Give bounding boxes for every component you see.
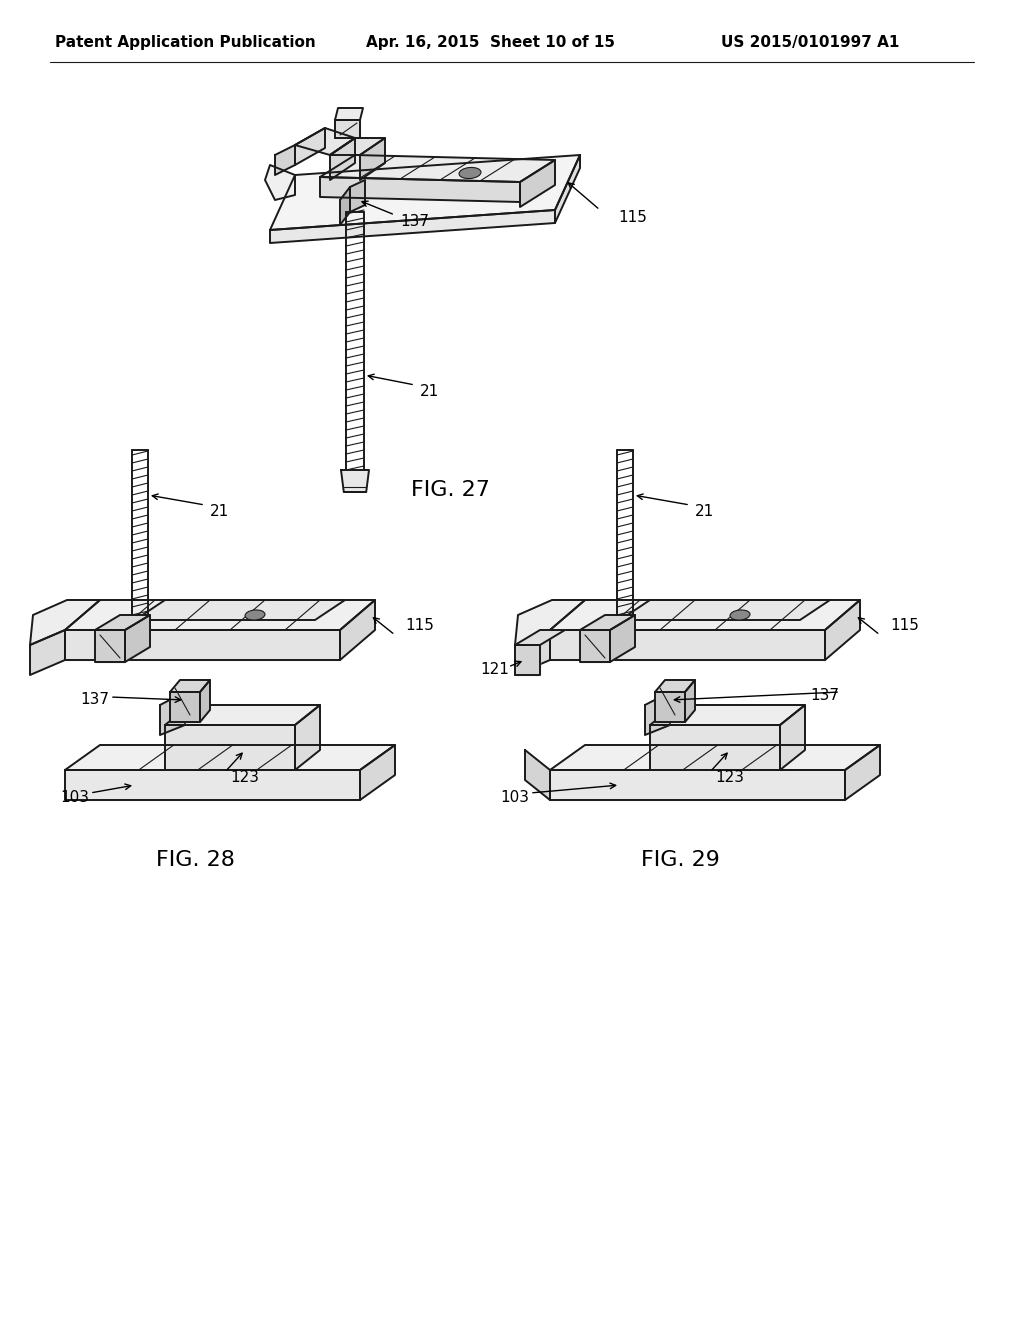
Polygon shape	[65, 601, 375, 630]
Polygon shape	[30, 630, 65, 675]
Polygon shape	[550, 630, 825, 660]
Text: Apr. 16, 2015  Sheet 10 of 15: Apr. 16, 2015 Sheet 10 of 15	[366, 34, 614, 49]
Polygon shape	[65, 770, 360, 800]
Text: 115: 115	[618, 210, 647, 224]
Text: 123: 123	[230, 770, 259, 784]
Polygon shape	[620, 601, 830, 620]
Text: 21: 21	[695, 504, 715, 520]
Polygon shape	[515, 601, 585, 645]
Polygon shape	[645, 692, 670, 735]
Polygon shape	[655, 692, 685, 722]
Polygon shape	[520, 160, 555, 207]
Ellipse shape	[459, 168, 481, 178]
Polygon shape	[555, 154, 580, 223]
Polygon shape	[170, 680, 210, 692]
Polygon shape	[95, 630, 125, 663]
Polygon shape	[655, 680, 695, 692]
Text: 121: 121	[480, 663, 509, 677]
Polygon shape	[610, 615, 635, 663]
Polygon shape	[685, 680, 695, 722]
Polygon shape	[780, 705, 805, 770]
Polygon shape	[550, 770, 845, 800]
Text: 115: 115	[890, 618, 919, 632]
Text: 21: 21	[210, 504, 229, 520]
Polygon shape	[335, 108, 362, 120]
Polygon shape	[330, 139, 355, 180]
Polygon shape	[165, 705, 319, 725]
Polygon shape	[270, 154, 580, 230]
Text: 103: 103	[60, 791, 89, 805]
Polygon shape	[550, 601, 860, 630]
Polygon shape	[270, 210, 555, 243]
Polygon shape	[319, 177, 520, 202]
Polygon shape	[340, 601, 375, 660]
Polygon shape	[650, 725, 780, 770]
Text: FIG. 27: FIG. 27	[411, 480, 489, 500]
Text: FIG. 28: FIG. 28	[156, 850, 234, 870]
Text: 21: 21	[420, 384, 439, 400]
Polygon shape	[515, 630, 550, 675]
Text: US 2015/0101997 A1: US 2015/0101997 A1	[721, 34, 899, 49]
Polygon shape	[265, 165, 295, 201]
Text: 137: 137	[810, 688, 839, 702]
Polygon shape	[550, 744, 880, 770]
Polygon shape	[515, 645, 540, 675]
Polygon shape	[330, 139, 385, 154]
Polygon shape	[125, 615, 150, 663]
Text: FIG. 29: FIG. 29	[641, 850, 720, 870]
Polygon shape	[525, 750, 550, 800]
Polygon shape	[295, 705, 319, 770]
Polygon shape	[341, 470, 369, 492]
Polygon shape	[319, 154, 555, 182]
Polygon shape	[30, 601, 100, 645]
Polygon shape	[275, 145, 295, 176]
Polygon shape	[580, 615, 635, 630]
Text: 115: 115	[406, 618, 434, 632]
Text: Patent Application Publication: Patent Application Publication	[54, 34, 315, 49]
Polygon shape	[360, 744, 395, 800]
Polygon shape	[65, 744, 395, 770]
Polygon shape	[135, 601, 345, 620]
Polygon shape	[360, 139, 385, 180]
Text: 123: 123	[715, 770, 744, 784]
Polygon shape	[200, 680, 210, 722]
Polygon shape	[165, 725, 295, 770]
Polygon shape	[340, 187, 350, 224]
Ellipse shape	[245, 610, 265, 620]
Text: 137: 137	[400, 214, 429, 230]
Text: 103: 103	[500, 791, 529, 805]
Polygon shape	[825, 601, 860, 660]
Polygon shape	[580, 630, 610, 663]
Polygon shape	[350, 180, 365, 213]
Polygon shape	[95, 615, 150, 630]
Polygon shape	[515, 630, 565, 645]
Polygon shape	[170, 692, 200, 722]
Text: 137: 137	[80, 693, 109, 708]
Polygon shape	[335, 120, 360, 139]
Polygon shape	[845, 744, 880, 800]
Polygon shape	[295, 128, 355, 154]
Polygon shape	[295, 128, 325, 165]
Polygon shape	[160, 692, 185, 735]
Polygon shape	[650, 705, 805, 725]
Polygon shape	[65, 630, 340, 660]
Ellipse shape	[730, 610, 750, 620]
